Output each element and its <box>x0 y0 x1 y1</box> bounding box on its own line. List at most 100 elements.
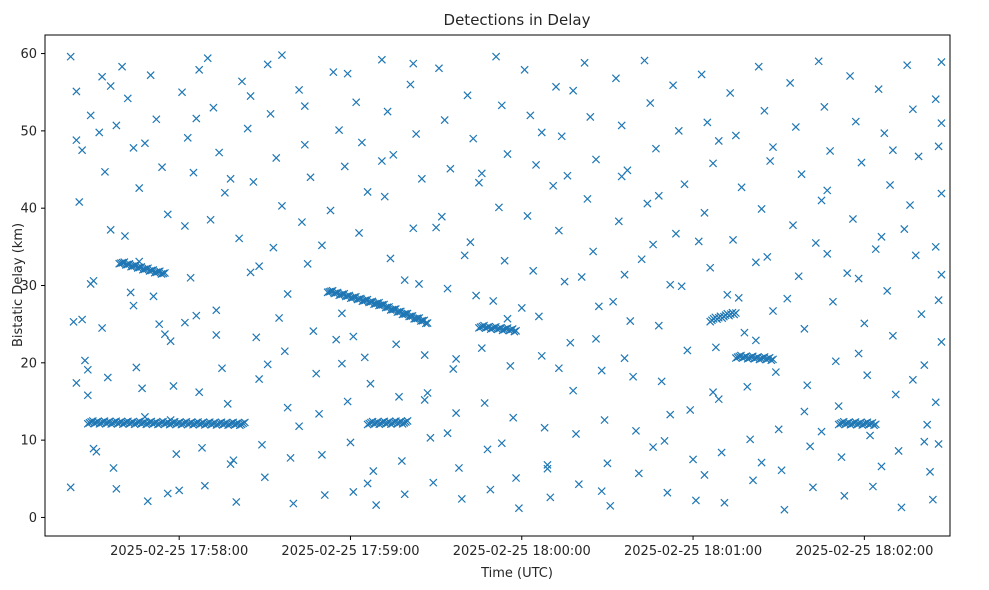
data-point <box>360 353 369 362</box>
data-point <box>888 331 897 340</box>
data-point <box>452 354 461 363</box>
data-point <box>283 403 292 412</box>
data-point <box>811 238 820 248</box>
data-point <box>767 356 776 365</box>
data-point <box>246 92 255 101</box>
data-point <box>820 102 829 111</box>
data-point <box>768 355 778 364</box>
data-point <box>803 381 812 390</box>
data-point <box>617 121 626 130</box>
data-point <box>483 445 492 454</box>
data-point <box>714 395 723 404</box>
data-point <box>457 494 466 503</box>
data-point <box>826 146 835 155</box>
data-point <box>98 323 107 333</box>
data-point <box>606 501 615 510</box>
data-point <box>411 314 420 323</box>
data-point <box>848 214 857 224</box>
data-point <box>637 255 646 264</box>
data-point <box>788 221 798 230</box>
data-point <box>417 174 426 183</box>
data-point <box>317 450 326 459</box>
data-point <box>397 456 406 466</box>
data-point <box>934 439 943 449</box>
data-point <box>851 117 860 126</box>
data-point <box>337 359 346 368</box>
data-point <box>931 95 940 104</box>
data-point <box>406 80 415 89</box>
data-point <box>911 251 920 260</box>
data-point <box>797 170 806 179</box>
data-point <box>646 99 655 108</box>
data-point <box>751 336 760 345</box>
data-point <box>666 410 675 419</box>
data-point <box>823 249 832 258</box>
data-point <box>377 55 386 64</box>
data-point <box>260 473 269 482</box>
data-point <box>466 238 475 247</box>
data-point <box>146 71 155 80</box>
data-point <box>163 489 172 498</box>
data-point <box>349 332 358 341</box>
data-point <box>420 351 429 360</box>
data-point <box>249 177 258 186</box>
data-point <box>497 439 506 448</box>
data-point <box>269 243 278 252</box>
data-point <box>315 409 324 418</box>
data-point <box>326 206 335 215</box>
data-point <box>255 262 264 271</box>
data-point <box>846 71 855 81</box>
data-point <box>180 221 189 230</box>
data-point <box>577 272 586 282</box>
data-point <box>349 487 358 496</box>
data-point <box>215 148 224 157</box>
data-point <box>780 505 789 514</box>
data-point <box>686 405 695 415</box>
data-point <box>626 317 635 326</box>
data-point <box>163 210 172 219</box>
data-point <box>78 146 87 155</box>
data-point <box>546 493 555 502</box>
data-point <box>320 490 329 500</box>
data-point <box>937 189 946 198</box>
data-point <box>309 327 318 336</box>
data-point <box>152 115 161 124</box>
data-point <box>586 112 595 121</box>
data-point <box>837 453 846 462</box>
data-point <box>691 496 700 505</box>
data-point <box>100 167 109 176</box>
data-point <box>432 223 441 232</box>
data-point <box>389 150 398 159</box>
data-point <box>300 140 309 149</box>
data-point <box>597 487 606 496</box>
data-point <box>460 251 469 260</box>
data-point <box>423 388 432 397</box>
data-point <box>186 273 195 282</box>
data-point <box>560 277 569 286</box>
data-point <box>611 74 621 83</box>
data-point <box>834 402 843 411</box>
data-point <box>549 181 558 190</box>
data-point <box>526 111 535 120</box>
data-point <box>649 443 658 452</box>
data-point <box>172 450 181 459</box>
data-point <box>717 448 726 457</box>
data-point <box>711 343 720 352</box>
data-point <box>72 136 81 145</box>
data-point <box>72 87 81 96</box>
data-point <box>700 208 709 217</box>
data-point <box>757 458 766 467</box>
data-point <box>591 155 601 164</box>
data-point <box>357 138 366 147</box>
data-point <box>669 81 678 90</box>
data-point <box>337 309 346 318</box>
data-point <box>289 499 298 508</box>
data-point <box>286 453 295 462</box>
data-point <box>554 226 563 235</box>
data-point <box>132 363 141 372</box>
data-point <box>569 86 578 95</box>
chart-title: Detections in Delay <box>444 11 591 29</box>
data-point <box>925 467 935 476</box>
data-point <box>138 384 147 393</box>
data-point <box>540 423 549 432</box>
